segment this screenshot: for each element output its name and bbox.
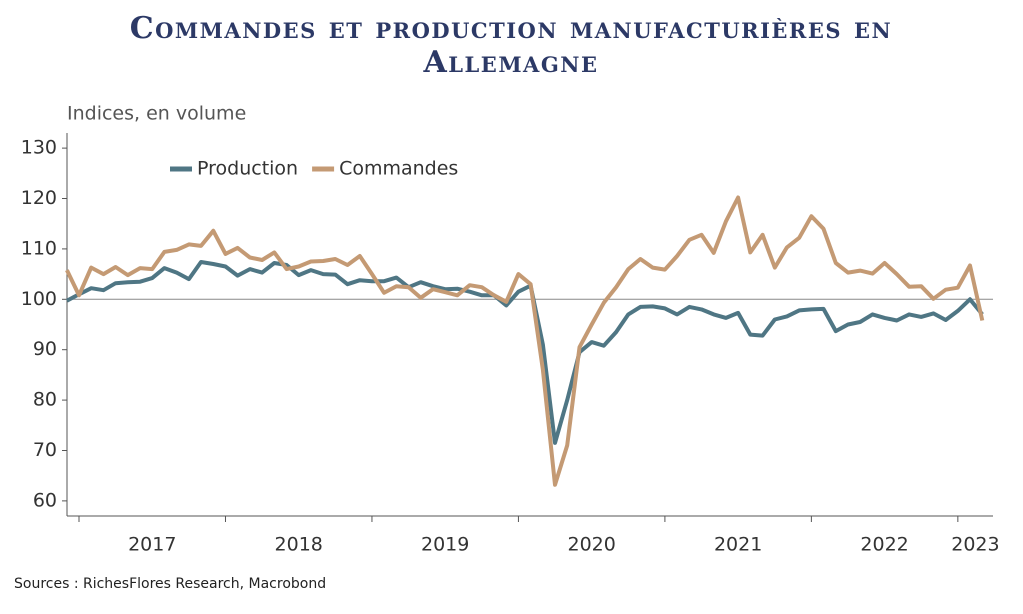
legend-label: Production bbox=[197, 158, 298, 180]
y-tick-label: 90 bbox=[33, 338, 57, 360]
x-tick-label: 2022 bbox=[860, 534, 908, 556]
y-tick-label: 60 bbox=[33, 489, 57, 511]
legend-label: Commandes bbox=[339, 158, 458, 180]
y-tick-label: 130 bbox=[21, 137, 57, 159]
y-tick-label: 80 bbox=[33, 389, 57, 411]
x-tick-label: 2018 bbox=[275, 534, 323, 556]
y-tick-label: 70 bbox=[33, 439, 57, 461]
title-text: Commandes et production manufacturières … bbox=[130, 11, 892, 46]
line-production bbox=[65, 260, 984, 445]
y-tick-label: 120 bbox=[21, 187, 57, 209]
line-commandes bbox=[65, 195, 985, 487]
x-tick-label: 2017 bbox=[128, 534, 176, 556]
x-tick-label: 2021 bbox=[714, 534, 762, 556]
y-tick-label: 110 bbox=[21, 237, 57, 259]
y-tick-label: 100 bbox=[21, 288, 57, 310]
chart-title: Commandes et production manufacturières … bbox=[130, 11, 892, 80]
title-text: Allemagne bbox=[423, 45, 599, 80]
y-axis-label: Indices, en volume bbox=[67, 103, 246, 125]
x-tick-label: 2020 bbox=[567, 534, 615, 556]
x-tick-label: 2023 bbox=[951, 534, 999, 556]
x-tick-label: 2019 bbox=[421, 534, 469, 556]
source: Sources : RichesFlores Research, Macrobo… bbox=[14, 576, 326, 592]
